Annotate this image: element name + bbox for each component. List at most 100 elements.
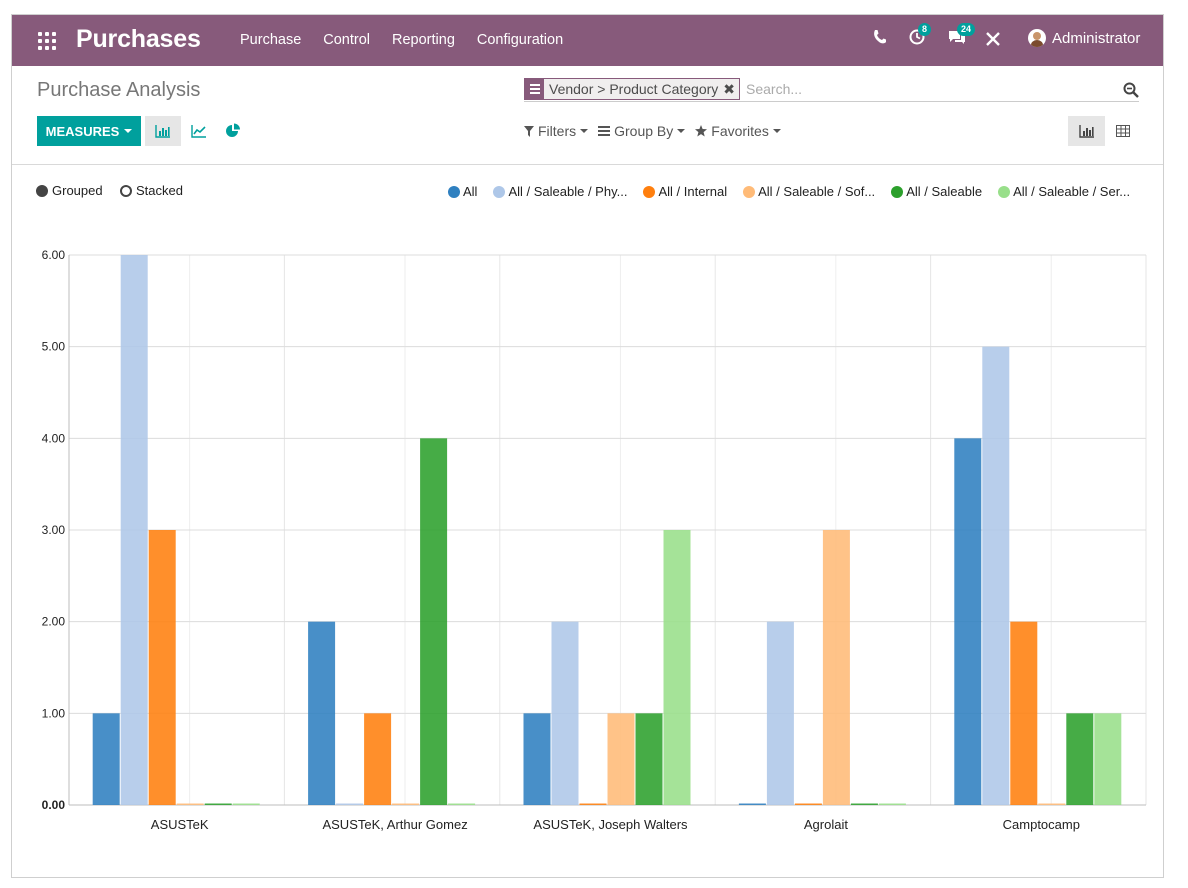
chart-legend: All All / Saleable / Phy... All / Internal… — [448, 184, 1130, 199]
group-by-label: Group By — [614, 123, 674, 139]
user-name: Administrator — [1052, 29, 1141, 47]
bar — [308, 621, 336, 805]
pie-chart-button[interactable] — [215, 116, 251, 146]
app-switcher-icon[interactable] — [38, 32, 56, 50]
facet-label: Vendor > Product Category — [549, 81, 719, 97]
bar — [794, 803, 822, 805]
activity-count-badge: 8 — [918, 23, 932, 36]
bar-chart-button[interactable] — [145, 116, 181, 146]
search-icon[interactable] — [1123, 82, 1139, 98]
phone-icon[interactable] — [872, 29, 886, 50]
legend-color-dot — [891, 185, 904, 198]
close-icon[interactable]: ✖ — [723, 80, 736, 97]
bar — [1094, 713, 1122, 805]
bar — [392, 803, 420, 805]
favorites-label: Favorites — [711, 123, 769, 139]
search-facet: Vendor > Product Category ✖ — [524, 78, 741, 100]
bar — [850, 803, 878, 805]
messages-count-badge: 24 — [957, 23, 976, 36]
y-tick-label: 4.00 — [42, 431, 66, 445]
search-options: Filters Group By Favorites — [524, 123, 781, 139]
legend-item[interactable]: All / Saleable / Ser... — [998, 184, 1130, 199]
messaging-icon[interactable]: 24 — [948, 23, 976, 50]
bar — [982, 346, 1010, 805]
pivot-view-button[interactable] — [1104, 116, 1141, 146]
x-tick-label: ASUSTeK, Joseph Walters — [533, 817, 688, 832]
control-panel-divider — [12, 164, 1163, 165]
filters-label: Filters — [538, 123, 577, 139]
bar — [176, 803, 204, 805]
graph-view-button[interactable] — [1068, 116, 1105, 146]
stacked-option[interactable]: Stacked — [120, 183, 183, 198]
radio-unchecked-icon — [120, 184, 132, 197]
y-tick-label: 5.00 — [42, 340, 66, 354]
app-title[interactable]: Purchases — [76, 25, 201, 53]
legend-label: All / Saleable / Ser... — [1013, 184, 1131, 199]
grouped-label: Grouped — [52, 183, 103, 198]
menu-control[interactable]: Control — [323, 32, 371, 48]
app-window: Purchases Purchase Control Reporting Con… — [11, 14, 1164, 878]
legend-item[interactable]: All — [448, 184, 477, 199]
list-icon — [598, 126, 611, 136]
y-tick-label: 0.00 — [42, 798, 66, 812]
legend-label: All / Saleable — [906, 184, 983, 199]
menu-configuration[interactable]: Configuration — [476, 32, 564, 48]
avatar — [1028, 29, 1046, 47]
chevron-down-icon — [580, 129, 589, 133]
bar — [120, 255, 148, 805]
search-input[interactable] — [746, 79, 1106, 99]
legend-color-dot — [743, 185, 756, 198]
stacked-label: Stacked — [136, 183, 183, 198]
group-by-dropdown[interactable]: Group By — [598, 123, 686, 139]
activity-clock-icon[interactable]: 8 — [909, 23, 932, 50]
bar — [523, 713, 551, 805]
legend-item[interactable]: All / Saleable / Sof... — [743, 184, 875, 199]
favorites-dropdown[interactable]: Favorites — [695, 123, 781, 139]
menu-reporting[interactable]: Reporting — [392, 32, 455, 48]
group-by-facet-icon — [525, 79, 544, 99]
bar — [364, 713, 392, 805]
y-tick-label: 1.00 — [42, 706, 66, 720]
bar — [448, 803, 476, 805]
bar — [232, 803, 260, 805]
filters-dropdown[interactable]: Filters — [524, 123, 589, 139]
bar — [1066, 713, 1094, 805]
user-menu[interactable]: Administrator — [1028, 29, 1140, 47]
top-menu: Purchase Control Reporting Configuration — [240, 32, 563, 48]
legend-color-dot — [493, 185, 506, 198]
bar — [204, 803, 232, 805]
bar — [1010, 621, 1038, 805]
measures-button[interactable]: MEASURES — [37, 116, 141, 146]
filter-icon — [524, 125, 534, 137]
bar — [954, 438, 982, 805]
x-tick-label: ASUSTeK, Arthur Gomez — [322, 817, 467, 832]
legend-label: All / Internal — [658, 184, 728, 199]
measures-label: MEASURES — [45, 123, 120, 139]
debug-tools-icon[interactable] — [985, 31, 1001, 52]
bar — [1038, 803, 1066, 805]
bar — [822, 530, 850, 805]
bar — [148, 530, 176, 805]
grouped-option[interactable]: Grouped — [36, 183, 103, 198]
menu-purchase[interactable]: Purchase — [240, 32, 302, 48]
bar — [336, 803, 364, 805]
bar — [607, 713, 635, 805]
chevron-down-icon — [677, 129, 686, 133]
bar — [878, 803, 906, 805]
bar — [635, 713, 663, 805]
legend-item[interactable]: All / Saleable / Phy... — [493, 184, 627, 199]
legend-item[interactable]: All / Internal — [643, 184, 727, 199]
bar-chart: 0.00 1.00 2.00 3.00 4.00 5.00 6.00 ASUSTeK ASUST… — [42, 248, 1147, 832]
legend-label: All / Saleable / Phy... — [508, 184, 628, 199]
star-icon — [695, 125, 708, 137]
bar — [663, 530, 691, 805]
page-title: Purchase Analysis — [37, 79, 201, 101]
chevron-down-icon — [124, 129, 133, 133]
y-tick-label: 3.00 — [42, 523, 66, 537]
line-chart-button[interactable] — [181, 116, 217, 146]
table-icon — [1115, 125, 1130, 137]
bar — [738, 803, 766, 805]
main-navbar: Purchases Purchase Control Reporting Con… — [12, 15, 1163, 66]
bar — [551, 621, 579, 805]
legend-item[interactable]: All / Saleable — [891, 184, 982, 199]
